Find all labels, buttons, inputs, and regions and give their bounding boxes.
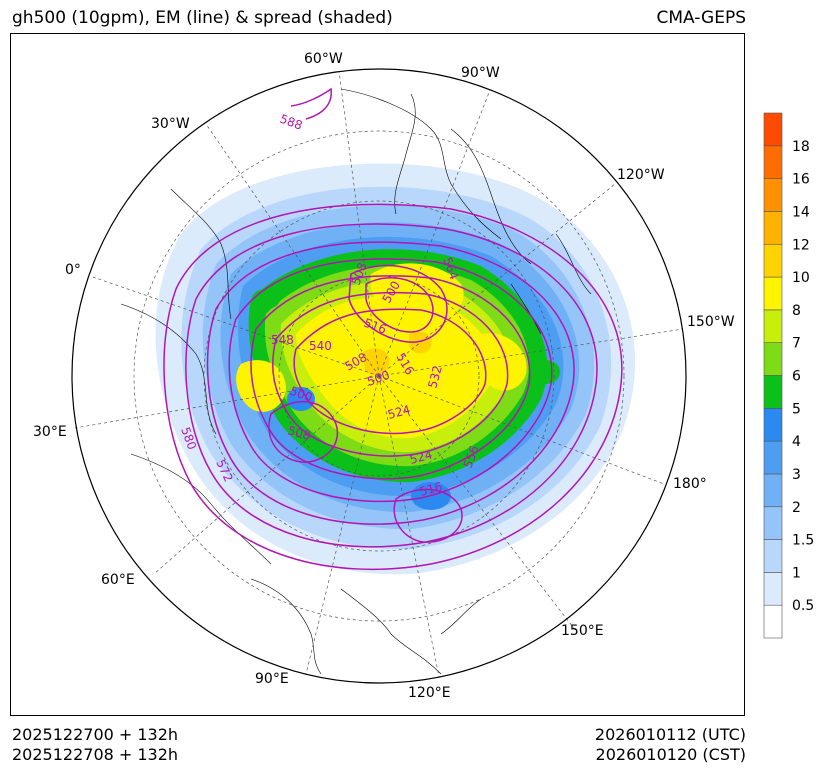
colorbar-tick-label: 18 [792,139,810,155]
colorbar-segment [763,276,783,311]
lon-label: 0° [65,262,81,278]
colorbar-tick-label: 14 [792,204,810,220]
lon-label: 60°E [101,572,135,588]
colorbar-segment [763,473,783,508]
colorbar-tick-label: 6 [792,369,801,385]
longitude-labels: 60°W 90°W 30°W 120°W 0° 150°W 30°E 180° … [33,51,735,701]
colorbar-tick-label: 10 [792,270,810,286]
colorbar-tick-label: 7 [792,336,801,352]
contour-label: 516 [418,479,444,498]
colorbar-segment [763,506,783,540]
colorbar-segment [763,375,783,409]
lon-label: 90°E [255,671,289,687]
contour-label: 524 [386,402,412,421]
contour-label: 532 [425,364,444,390]
colorbar-tick-label: 3 [792,467,801,483]
colorbar-segment [763,243,783,278]
valid-time-utc: 2026010112 (UTC) [594,725,746,744]
colorbar-segment [763,112,783,147]
init-time-cst: 2025122708 + 132h [12,745,179,764]
colorbar-segment [763,178,783,212]
lon-label: 30°W [151,116,190,132]
colorbar-segment [763,342,783,376]
colorbar-tick-label: 2 [792,500,801,516]
contour-label: 588 [278,112,304,133]
contour-label: 548 [271,333,294,347]
lon-label: 120°E [408,685,451,701]
colorbar-segment [763,539,783,573]
map-boundary [71,68,687,684]
lon-label: 150°E [561,623,604,639]
map-frame: 588 564 508 500 548 540 516 516 508 500 … [10,33,745,716]
spread-colorbar: 0.5 1 1.5 2 3 4 5 6 7 8 10 12 14 16 18 [763,112,814,639]
colorbar-tick-label: 1 [792,565,801,581]
coastlines [120,88,592,675]
polar-map: 588 564 508 500 548 540 516 516 508 500 … [33,51,735,701]
contour-label: 524 [408,447,434,466]
colorbar-tick-label: 16 [792,172,810,188]
contour-label: 540 [309,339,332,353]
colorbar-tick-label: 8 [792,303,801,319]
colorbar-segment [763,408,783,442]
colorbar-segment [763,604,783,639]
colorbar-tick-label: 12 [792,237,810,253]
graticule [74,70,684,678]
colorbar-tick-label: 0.5 [792,598,814,614]
em-contours [163,87,623,571]
colorbar-tick-label: 4 [792,434,801,450]
valid-time-cst: 2026010120 (CST) [595,745,746,764]
colorbar-segment [763,440,783,475]
colorbar-segment [763,211,783,245]
colorbar-segment [763,572,783,606]
plot-title: gh500 (10gpm), EM (line) & spread (shade… [12,8,393,28]
colorbar-segment [763,309,783,343]
contour-label: 508 [286,423,312,442]
lon-label: 90°W [461,65,500,81]
spread-shading [155,163,636,575]
lon-label: 150°W [687,314,735,330]
init-time-utc: 2025122700 + 132h [12,725,179,744]
lon-label: 30°E [33,424,67,440]
lon-label: 60°W [304,51,343,67]
colorbar-tick-label: 5 [792,401,801,417]
model-name: CMA-GEPS [656,8,746,28]
lon-label: 180° [673,476,707,492]
lon-label: 120°W [617,167,665,183]
colorbar-segment [763,145,783,179]
colorbar-tick-label: 1.5 [792,533,814,549]
